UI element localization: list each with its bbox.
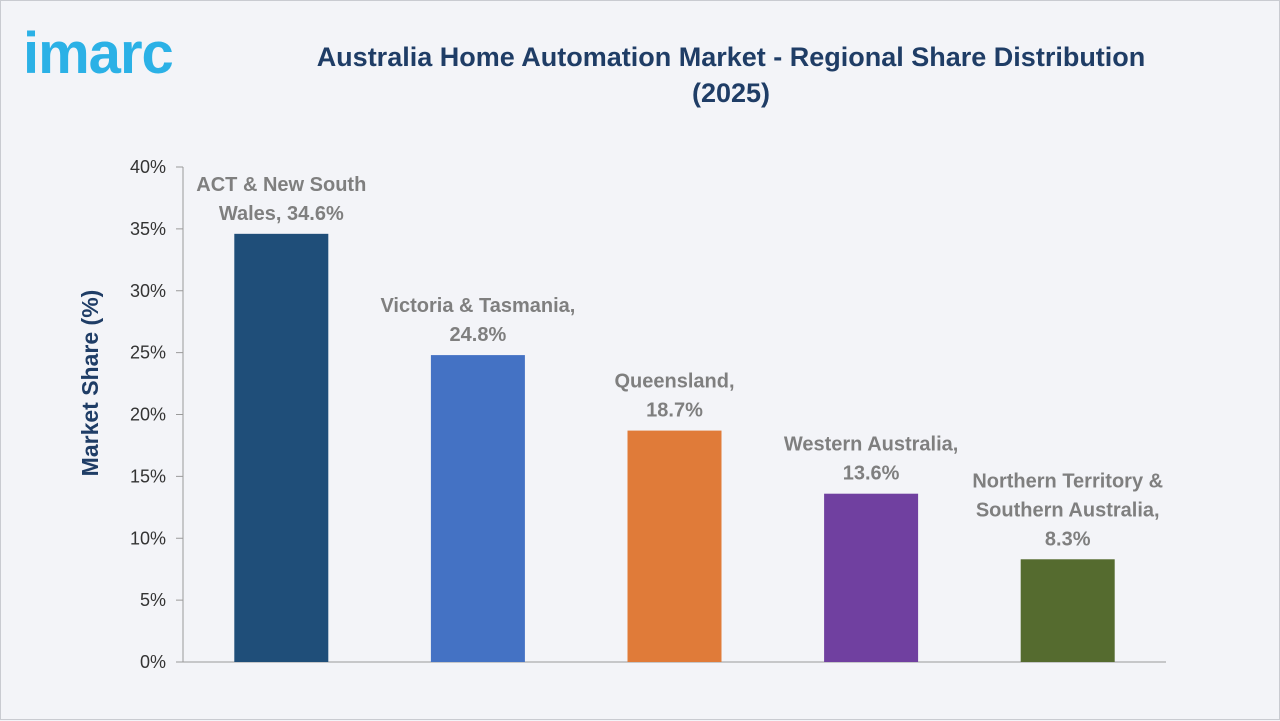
data-label: Western Australia, 13.6% [784, 434, 959, 485]
bar [234, 233, 329, 662]
y-tick-label: 35% [130, 219, 166, 239]
bar [627, 430, 722, 662]
data-label: ACT & New South Wales, 34.6% [196, 174, 366, 225]
data-labels: ACT & New South Wales, 34.6% Victoria & Ta… [196, 174, 1163, 550]
data-label-line: Queensland, [614, 371, 734, 393]
data-label-line: 24.8% [450, 324, 507, 346]
data-label: Northern Territory & Southern Australia, 8… [972, 470, 1163, 550]
logo-text: imarc [23, 21, 173, 79]
chart-title: Australia Home Automation Market - Regio… [241, 39, 1221, 111]
y-tick-label: 40% [130, 157, 166, 177]
data-label: Victoria & Tasmania, 24.8% [380, 295, 575, 346]
chart-title-line-2: (2025) [691, 78, 771, 108]
data-label-line: ACT & New South [196, 174, 366, 196]
bar [430, 355, 525, 662]
y-tick-label: 15% [130, 466, 166, 486]
data-label-line: Southern Australia, [976, 499, 1160, 521]
data-label-line: 8.3% [1045, 528, 1091, 550]
data-label-line: Western Australia, [784, 434, 959, 456]
y-tick-label: 20% [130, 405, 166, 425]
bar [824, 493, 919, 662]
y-tick-label: 5% [140, 590, 166, 610]
chart-title-line-1: Australia Home Automation Market - Regio… [316, 42, 1146, 72]
data-label-line: 18.7% [646, 400, 703, 422]
bar [1020, 559, 1115, 662]
y-axis-label: Market Share (%) [77, 290, 103, 477]
y-tick-label: 10% [130, 528, 166, 548]
data-label-line: Wales, 34.6% [219, 203, 344, 225]
data-label-line: Northern Territory & [972, 470, 1163, 492]
data-label-line: 13.6% [843, 463, 900, 485]
y-tick-label: 25% [130, 343, 166, 363]
imarc-logo: imarc [23, 21, 174, 79]
data-label: Queensland, 18.7% [614, 371, 734, 422]
bars [234, 233, 1115, 662]
data-label-line: Victoria & Tasmania, [380, 295, 575, 317]
y-axis: 0% 5% 10% 15% 20% 25% 30% 35% 40% [130, 157, 1166, 672]
y-tick-label: 30% [130, 281, 166, 301]
y-tick-label: 0% [140, 652, 166, 672]
